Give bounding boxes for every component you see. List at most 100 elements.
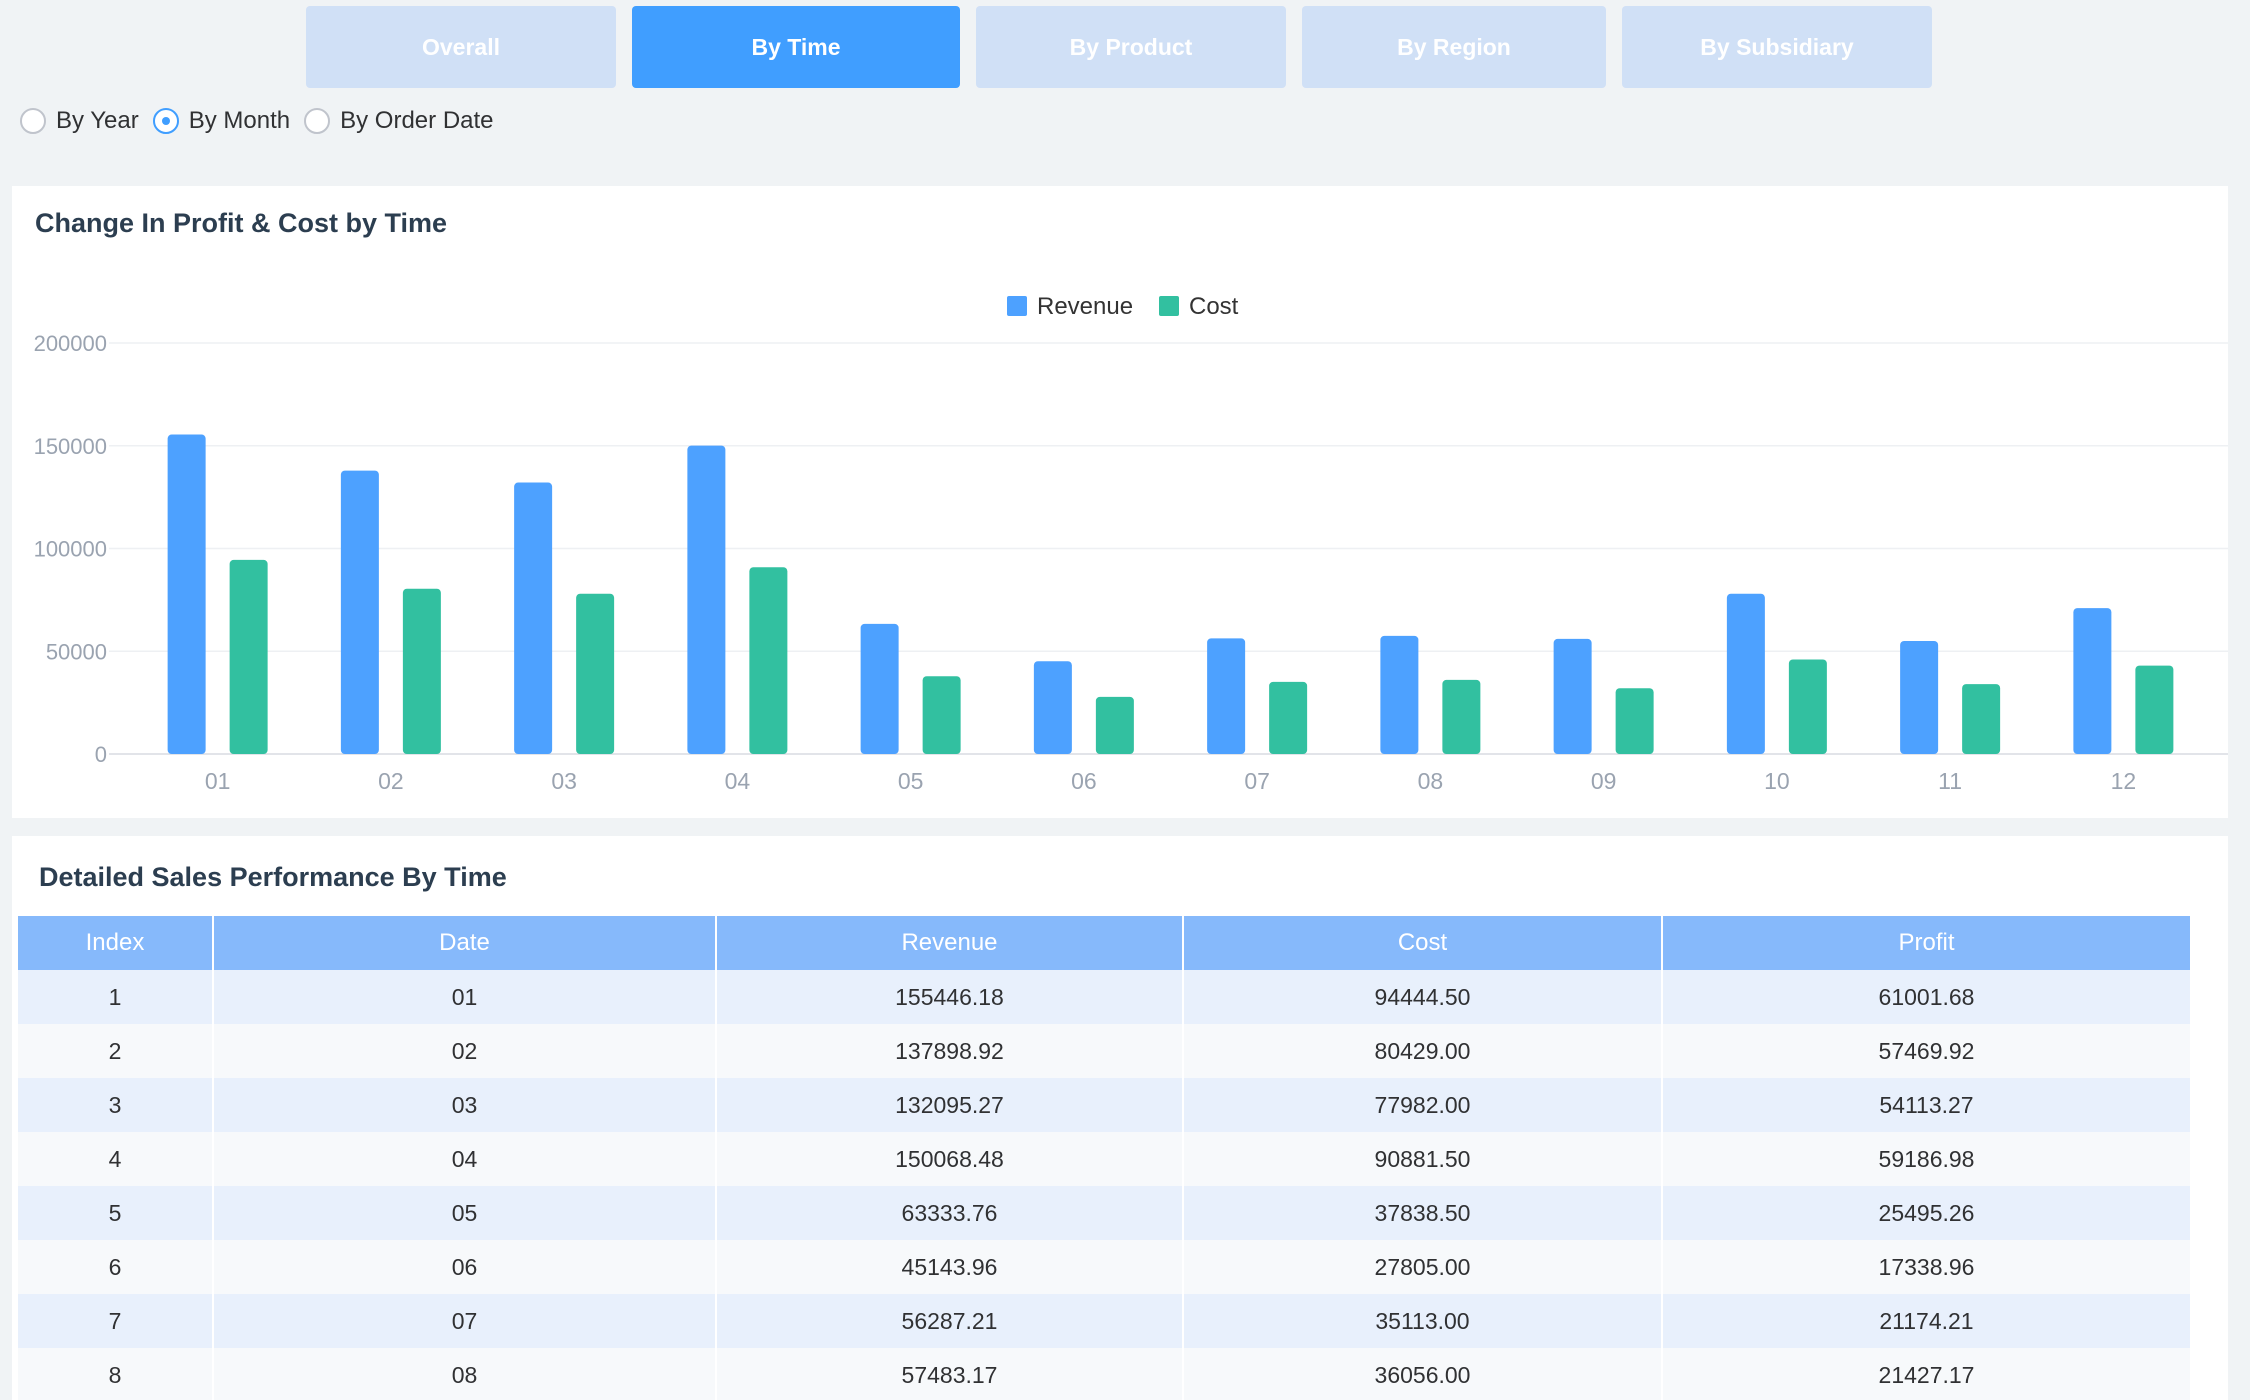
- radio-circle[interactable]: [152, 108, 179, 134]
- cell-profit: 21174.21: [1662, 1294, 2192, 1348]
- cell-date: 02: [213, 1024, 717, 1078]
- cell-cost: 36056.00: [1183, 1348, 1663, 1400]
- radio-circle[interactable]: [20, 108, 46, 134]
- cell-cost: 35113.00: [1183, 1294, 1663, 1348]
- cell-cost: 80429.00: [1183, 1024, 1663, 1078]
- cell-profit: 61001.68: [1662, 970, 2192, 1024]
- bar-revenue: [1380, 635, 1419, 754]
- cell-profit: 21427.17: [1662, 1348, 2192, 1400]
- x-tick-label: 02: [378, 768, 404, 794]
- y-tick-label: 150000: [34, 434, 107, 459]
- table-row[interactable]: 1 01 155446.18 94444.50 61001.68: [18, 970, 2192, 1024]
- table-row[interactable]: 3 03 132095.27 77982.00 54113.27: [18, 1078, 2192, 1132]
- table-header-row: Index Date Revenue Cost Profit: [18, 916, 2192, 970]
- x-tick-label: 06: [1071, 768, 1097, 794]
- bar-chart: 0 50000 100000 150000 200000 01 02 03 04 05 06 07 08…: [34, 293, 2228, 794]
- cell-profit: 57469.92: [1662, 1024, 2192, 1078]
- radio-label: By Month: [188, 107, 291, 134]
- grouping-radio-group: By Year By Month By Order Date: [20, 104, 508, 138]
- sales-table: Index Date Revenue Cost Profit 1 01 155446…: [18, 916, 2192, 1400]
- bar-revenue: [687, 445, 726, 754]
- table-row[interactable]: 4 04 150068.48 90881.50 59186.98: [18, 1132, 2192, 1186]
- y-tick-label: 200000: [34, 331, 107, 356]
- tab-by-region[interactable]: By Region: [1302, 6, 1606, 88]
- cell-index: 4: [18, 1132, 214, 1186]
- cell-cost: 37838.50: [1183, 1186, 1663, 1240]
- x-tick-label: 03: [551, 768, 577, 794]
- cell-cost: 77982.00: [1183, 1078, 1663, 1132]
- bar-cost: [402, 588, 441, 754]
- cell-date: 06: [213, 1240, 717, 1294]
- bar-cost: [229, 559, 268, 754]
- cell-date: 05: [213, 1186, 717, 1240]
- cell-revenue: 155446.18: [716, 970, 1184, 1024]
- x-tick-label: 01: [205, 768, 231, 794]
- cell-date: 04: [213, 1132, 717, 1186]
- tab-bar: Overall By Time By Product By Region By …: [0, 6, 2250, 88]
- column-header-date[interactable]: Date: [213, 916, 717, 970]
- radio-by-order-date[interactable]: By Order Date: [304, 107, 494, 135]
- table-row[interactable]: 5 05 63333.76 37838.50 25495.26: [18, 1186, 2192, 1240]
- bar-revenue: [1553, 638, 1592, 754]
- cell-revenue: 45143.96: [716, 1240, 1184, 1294]
- tab-overall[interactable]: Overall: [306, 6, 616, 88]
- tab-by-subsidiary[interactable]: By Subsidiary: [1622, 6, 1932, 88]
- bar-revenue: [514, 482, 553, 754]
- cell-date: 07: [213, 1294, 717, 1348]
- cell-cost: 90881.50: [1183, 1132, 1663, 1186]
- radio-circle[interactable]: [304, 108, 331, 134]
- bar-revenue: [2073, 608, 2112, 754]
- x-tick-label: 11: [1938, 768, 1962, 794]
- cell-revenue: 132095.27: [716, 1078, 1184, 1132]
- cell-profit: 17338.96: [1662, 1240, 2192, 1294]
- table-row[interactable]: 2 02 137898.92 80429.00 57469.92: [18, 1024, 2192, 1078]
- bar-revenue: [860, 623, 899, 754]
- radio-label: By Order Date: [340, 107, 494, 134]
- x-tick-label: 09: [1591, 768, 1617, 794]
- column-header-cost[interactable]: Cost: [1183, 916, 1663, 970]
- column-header-revenue[interactable]: Revenue: [716, 916, 1184, 970]
- x-tick-label: 08: [1418, 768, 1444, 794]
- cell-revenue: 63333.76: [716, 1186, 1184, 1240]
- column-header-index[interactable]: Index: [18, 916, 214, 970]
- radio-label: By Year: [56, 107, 139, 134]
- bar-cost: [749, 567, 788, 754]
- bar-revenue: [1900, 640, 1939, 754]
- column-header-profit[interactable]: Profit: [1662, 916, 2192, 970]
- cell-cost: 27805.00: [1183, 1240, 1663, 1294]
- cell-revenue: 150068.48: [716, 1132, 1184, 1186]
- x-tick-label: 12: [2111, 768, 2137, 794]
- cell-index: 3: [18, 1078, 214, 1132]
- bar-revenue: [1033, 661, 1072, 754]
- tab-by-time[interactable]: By Time: [632, 6, 960, 88]
- table-row[interactable]: 6 06 45143.96 27805.00 17338.96: [18, 1240, 2192, 1294]
- table-row[interactable]: 8 08 57483.17 36056.00 21427.17: [18, 1348, 2192, 1400]
- table-title: Detailed Sales Performance By Time: [39, 862, 507, 892]
- x-tick-label: 07: [1244, 768, 1270, 794]
- bar-cost: [576, 593, 615, 754]
- y-tick-label: 50000: [46, 639, 107, 664]
- bar-cost: [1269, 681, 1308, 754]
- cell-index: 7: [18, 1294, 214, 1348]
- cell-date: 08: [213, 1348, 717, 1400]
- legend-swatch-cost: [1159, 296, 1179, 316]
- cell-date: 03: [213, 1078, 717, 1132]
- bar-revenue: [1207, 638, 1246, 754]
- legend-label-revenue: Revenue: [1037, 293, 1133, 320]
- cell-cost: 94444.50: [1183, 970, 1663, 1024]
- table-row[interactable]: 7 07 56287.21 35113.00 21174.21: [18, 1294, 2192, 1348]
- cell-index: 2: [18, 1024, 214, 1078]
- bar-cost: [1095, 696, 1134, 754]
- x-tick-label: 10: [1764, 768, 1790, 794]
- cell-profit: 25495.26: [1662, 1186, 2192, 1240]
- bar-revenue: [167, 434, 206, 754]
- radio-by-year[interactable]: By Year: [20, 107, 139, 135]
- radio-by-month[interactable]: By Month: [152, 107, 291, 135]
- cell-index: 8: [18, 1348, 214, 1400]
- chart-title: Change In Profit & Cost by Time: [35, 208, 448, 238]
- tab-by-product[interactable]: By Product: [976, 6, 1286, 88]
- x-tick-label: 04: [725, 768, 751, 794]
- bar-cost: [1442, 679, 1481, 754]
- bar-cost: [2135, 665, 2174, 754]
- cell-profit: 59186.98: [1662, 1132, 2192, 1186]
